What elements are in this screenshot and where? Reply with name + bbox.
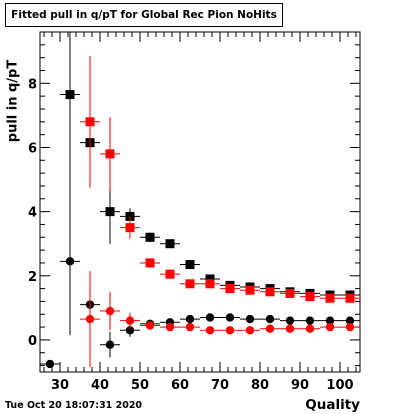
data-point-circle — [325, 322, 335, 332]
y-tick-label: 2 — [28, 270, 37, 285]
data-point-square — [305, 292, 315, 302]
data-point-circle — [105, 340, 115, 349]
data-point-square — [105, 207, 115, 217]
x-tick-label: 90 — [291, 378, 309, 393]
data-point-circle — [205, 326, 215, 335]
data-point-circle — [125, 326, 135, 335]
data-point-square — [85, 117, 95, 127]
data-point-circle — [225, 313, 235, 322]
y-axis-label: pull in q/pT — [5, 59, 21, 143]
data-point-circle — [265, 314, 275, 324]
data-point-circle — [305, 324, 315, 333]
data-point-square — [185, 279, 195, 289]
data-point-circle — [325, 316, 335, 325]
data-point-circle — [185, 322, 195, 332]
data-point-circle — [85, 314, 95, 324]
x-tick-label: 30 — [51, 378, 69, 393]
data-point-square — [65, 90, 75, 100]
data-point-square — [245, 285, 255, 295]
data-point-circle — [165, 322, 175, 332]
data-point-square — [185, 260, 195, 270]
x-axis-label: Quality — [305, 397, 360, 413]
data-point-circle — [285, 324, 295, 333]
series-3 — [80, 270, 360, 368]
chart-title-box: Fitted pull in q/pT for Global Rec Pion … — [5, 3, 283, 27]
y-tick-label: 6 — [28, 141, 37, 156]
y-tick-label: 0 — [28, 334, 37, 349]
data-point-square — [345, 293, 355, 303]
data-point-circle — [205, 313, 215, 322]
data-point-circle — [225, 326, 235, 335]
data-point-circle — [145, 321, 155, 330]
data-point-square — [105, 149, 115, 159]
x-tick-label: 100 — [326, 378, 353, 393]
data-point-square — [225, 284, 235, 294]
data-point-square — [285, 288, 295, 298]
x-tick-label: 40 — [91, 378, 109, 393]
data-point-square — [205, 279, 215, 289]
data-point-square — [325, 293, 335, 303]
data-point-circle — [245, 326, 255, 335]
series-1 — [80, 56, 360, 303]
series-2 — [40, 187, 360, 369]
data-point-circle — [45, 359, 55, 369]
x-tick-label: 50 — [131, 378, 149, 393]
x-tick-label: 60 — [171, 378, 189, 393]
x-tick-label: 70 — [211, 378, 229, 393]
data-point-circle — [65, 257, 75, 266]
data-point-square — [165, 269, 175, 279]
series-layer — [40, 32, 360, 369]
data-point-circle — [185, 314, 195, 324]
data-point-square — [145, 232, 155, 242]
plot-frame — [39, 31, 361, 373]
data-point-square — [125, 223, 135, 233]
timestamp: Tue Oct 20 18:07:31 2020 — [5, 400, 143, 411]
y-axis-label-box: pull in q/pT — [3, 60, 23, 142]
data-point-circle — [285, 316, 295, 325]
x-tick-label: 80 — [251, 378, 269, 393]
data-point-circle — [305, 316, 315, 325]
axes: 30 40 50 60 70 80 90 100 0 2 4 6 8 — [28, 32, 360, 393]
data-point-circle — [125, 316, 135, 325]
data-point-square — [145, 258, 155, 268]
y-tick-label: 8 — [28, 77, 37, 92]
data-point-circle — [345, 316, 355, 325]
data-point-square — [265, 287, 275, 297]
data-point-circle — [105, 306, 115, 316]
data-point-circle — [345, 322, 355, 332]
data-point-square — [205, 274, 215, 284]
chart-title: Fitted pull in q/pT for Global Rec Pion … — [11, 9, 277, 21]
data-point-circle — [265, 324, 275, 333]
y-tick-label: 4 — [28, 206, 37, 221]
data-point-circle — [245, 314, 255, 324]
data-point-square — [165, 239, 175, 249]
